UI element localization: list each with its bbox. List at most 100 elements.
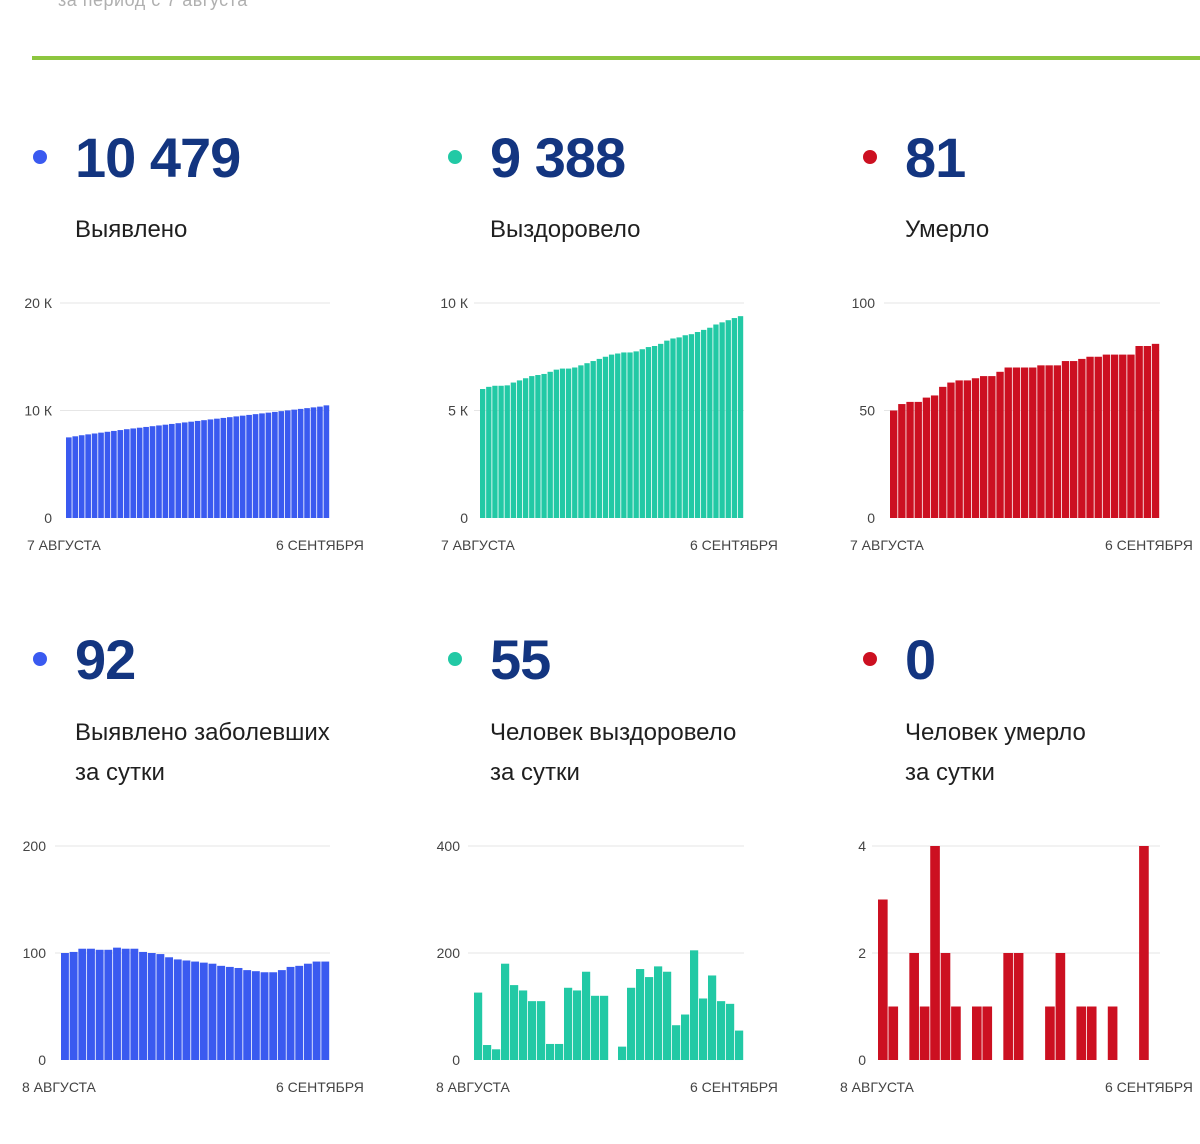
accent-divider xyxy=(32,56,1200,60)
bar xyxy=(95,949,104,1060)
bar xyxy=(682,335,688,518)
bar xyxy=(996,371,1004,518)
bar xyxy=(982,1006,993,1060)
bar xyxy=(111,430,117,519)
y-tick-label: 20 К xyxy=(24,295,52,311)
bar xyxy=(528,1001,537,1060)
bar xyxy=(1003,953,1013,1060)
bar xyxy=(66,437,72,519)
bar xyxy=(284,410,291,518)
bar xyxy=(1135,346,1143,518)
stat-dot-red xyxy=(863,652,877,666)
x-axis-label: 6 СЕНТЯБРЯ xyxy=(276,1079,364,1095)
stat-dot-teal xyxy=(448,150,462,164)
bar xyxy=(681,1014,690,1060)
bar xyxy=(537,1001,546,1060)
stat-label: Выздоровело xyxy=(490,216,641,243)
bar xyxy=(501,963,510,1060)
bar xyxy=(246,414,252,518)
chart-2: 0 50 100 7 АВГУСТА 6 СЕНТЯБРЯ xyxy=(850,295,1193,553)
bar xyxy=(182,960,191,1060)
bar xyxy=(1055,953,1066,1060)
bar xyxy=(61,953,69,1060)
bar xyxy=(584,363,590,518)
bar xyxy=(707,327,713,519)
bar xyxy=(731,318,738,518)
bar xyxy=(615,353,621,518)
bar xyxy=(297,408,304,518)
bar xyxy=(645,977,654,1060)
bar xyxy=(719,322,725,518)
header-cut-text: за период с 7 августа xyxy=(58,0,248,10)
stat-label: за сутки xyxy=(490,759,580,786)
x-axis-label: 7 АВГУСТА xyxy=(850,537,925,553)
bar xyxy=(317,406,323,518)
bar xyxy=(291,409,298,518)
bar xyxy=(130,948,139,1060)
bar xyxy=(251,971,260,1060)
bar xyxy=(149,426,156,518)
bar xyxy=(690,950,699,1060)
bar xyxy=(951,1006,961,1060)
bar xyxy=(69,951,78,1060)
stat-value: 10 479 xyxy=(75,126,241,189)
bar xyxy=(878,899,888,1060)
bar xyxy=(78,435,85,519)
y-tick-label: 0 xyxy=(858,1052,866,1068)
bar xyxy=(181,422,188,518)
bar xyxy=(117,430,124,518)
bar xyxy=(608,354,615,518)
bar xyxy=(278,411,285,518)
bar xyxy=(578,365,584,518)
bar xyxy=(234,967,243,1060)
stat-value: 0 xyxy=(905,628,936,691)
y-tick-label: 0 xyxy=(460,510,468,526)
stat-label: Человек выздоровело xyxy=(490,719,737,746)
bar xyxy=(310,407,317,518)
stat-label: Человек умерло xyxy=(905,719,1086,746)
bar xyxy=(670,338,676,519)
bar xyxy=(919,1006,930,1060)
bar xyxy=(559,368,566,518)
bar xyxy=(909,953,919,1060)
bar xyxy=(295,965,304,1060)
bar xyxy=(564,987,573,1060)
bar xyxy=(735,1030,744,1061)
stat-dot-red xyxy=(863,150,877,164)
bar xyxy=(573,990,582,1060)
bar xyxy=(972,1006,982,1060)
bar xyxy=(139,951,147,1060)
bar xyxy=(1076,1006,1087,1060)
y-tick-label: 5 К xyxy=(448,403,469,419)
bar xyxy=(596,358,602,518)
bar xyxy=(940,953,951,1060)
bar xyxy=(72,436,79,518)
stat-dot-teal xyxy=(448,652,462,666)
bar xyxy=(947,382,955,518)
bar xyxy=(136,427,143,518)
y-tick-label: 0 xyxy=(44,510,52,526)
x-axis-label: 6 СЕНТЯБРЯ xyxy=(1105,537,1193,553)
bar xyxy=(483,1045,492,1060)
bar xyxy=(645,347,652,518)
bar xyxy=(498,385,504,518)
bar xyxy=(651,346,658,518)
bar xyxy=(555,1043,564,1060)
bar xyxy=(939,386,947,518)
bar xyxy=(1020,367,1029,518)
chart-1: 0 5 К 10 К 7 АВГУСТА 6 СЕНТЯБРЯ xyxy=(440,295,778,553)
bar xyxy=(277,970,286,1060)
bar xyxy=(272,411,278,518)
stat-label: Умерло xyxy=(905,216,990,243)
bar xyxy=(529,376,535,518)
y-tick-label: 0 xyxy=(452,1052,460,1068)
stat-dot-blue xyxy=(33,652,47,666)
y-tick-label: 100 xyxy=(852,295,876,311)
bar xyxy=(504,385,510,519)
x-axis-label: 6 СЕНТЯБРЯ xyxy=(276,537,364,553)
bar xyxy=(701,329,707,519)
stat-label: за сутки xyxy=(75,759,165,786)
bar xyxy=(546,1043,555,1060)
bar xyxy=(955,380,963,518)
stat-value: 81 xyxy=(905,126,966,189)
